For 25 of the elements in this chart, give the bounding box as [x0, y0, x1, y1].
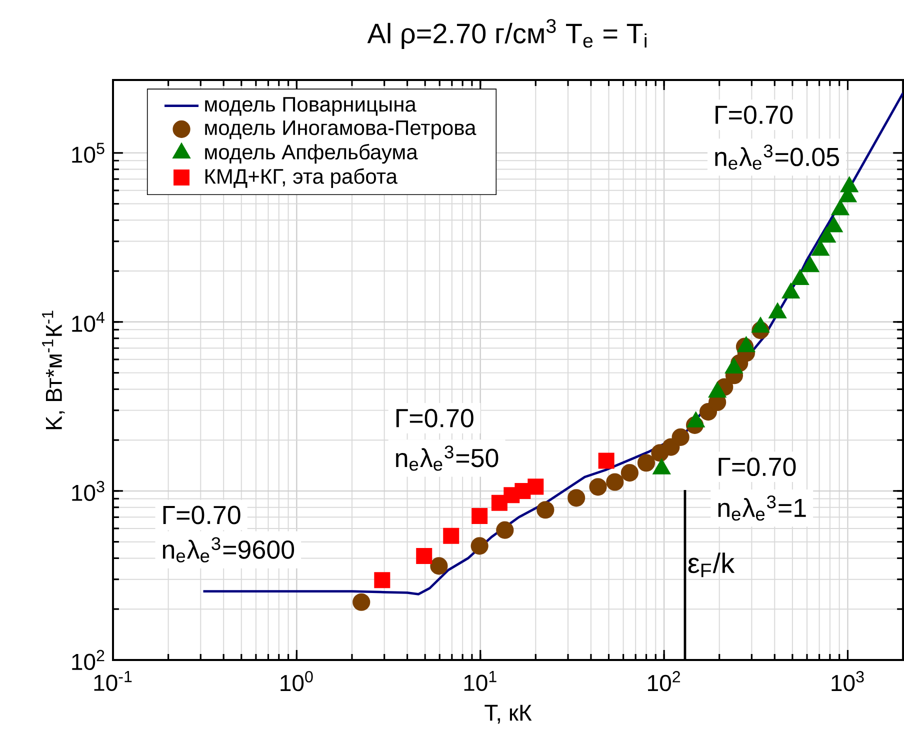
y-tick-label: 10$^{2}$ [72, 650, 104, 670]
annotation: Γ=0.70 [396, 408, 474, 428]
x-tick-label: 10$^{0}$ [280, 671, 313, 692]
chart-title: Al ρ=2.70 г/см$^{3}$ T$_{e}$ = T$_{i}$ [367, 19, 646, 49]
x-tick-label: 10$^{2}$ [648, 671, 680, 692]
x-tick-label: 10$^{3}$ [832, 671, 864, 692]
ref-line-label: ε$_{F}$/k [688, 552, 735, 578]
y-tick-label: 10$^{3}$ [72, 480, 104, 502]
y-tick-label: 10$^{5}$ [72, 142, 104, 163]
annotation: n$_{e}$λ$_{e}$$^{3}$=9600 [162, 537, 294, 562]
annotation: n$_{e}$λ$_{e}$$^{3}$=50 [396, 446, 498, 471]
legend-label: КМД+КГ, эта работа [205, 168, 398, 188]
x-tick-label: 10$^{-1}$ [94, 671, 132, 692]
y-tick-label: 10$^{4}$ [72, 312, 104, 332]
annotation: Γ=0.70 [716, 106, 793, 124]
x-tick-label: 10$^{1}$ [464, 671, 496, 692]
legend-label: модель Поварницына [205, 97, 416, 116]
annotation: n$_{e}$λ$_{e}$$^{3}$=1 [718, 495, 806, 521]
legend-label: модель Апфельбаума [205, 144, 418, 164]
annotation: Γ=0.70 [718, 458, 796, 476]
legend-label: модель Иногамова-Петрова [205, 120, 476, 140]
annotation: n$_{e}$λ$_{e}$$^{3}$=0.05 [715, 144, 839, 170]
x-axis-title: T, кК [484, 704, 532, 724]
annotation: Γ=0.70 [163, 506, 240, 524]
y-axis-title: K, Вт*м$^{-1}$К$^{-1}$ [42, 310, 65, 430]
